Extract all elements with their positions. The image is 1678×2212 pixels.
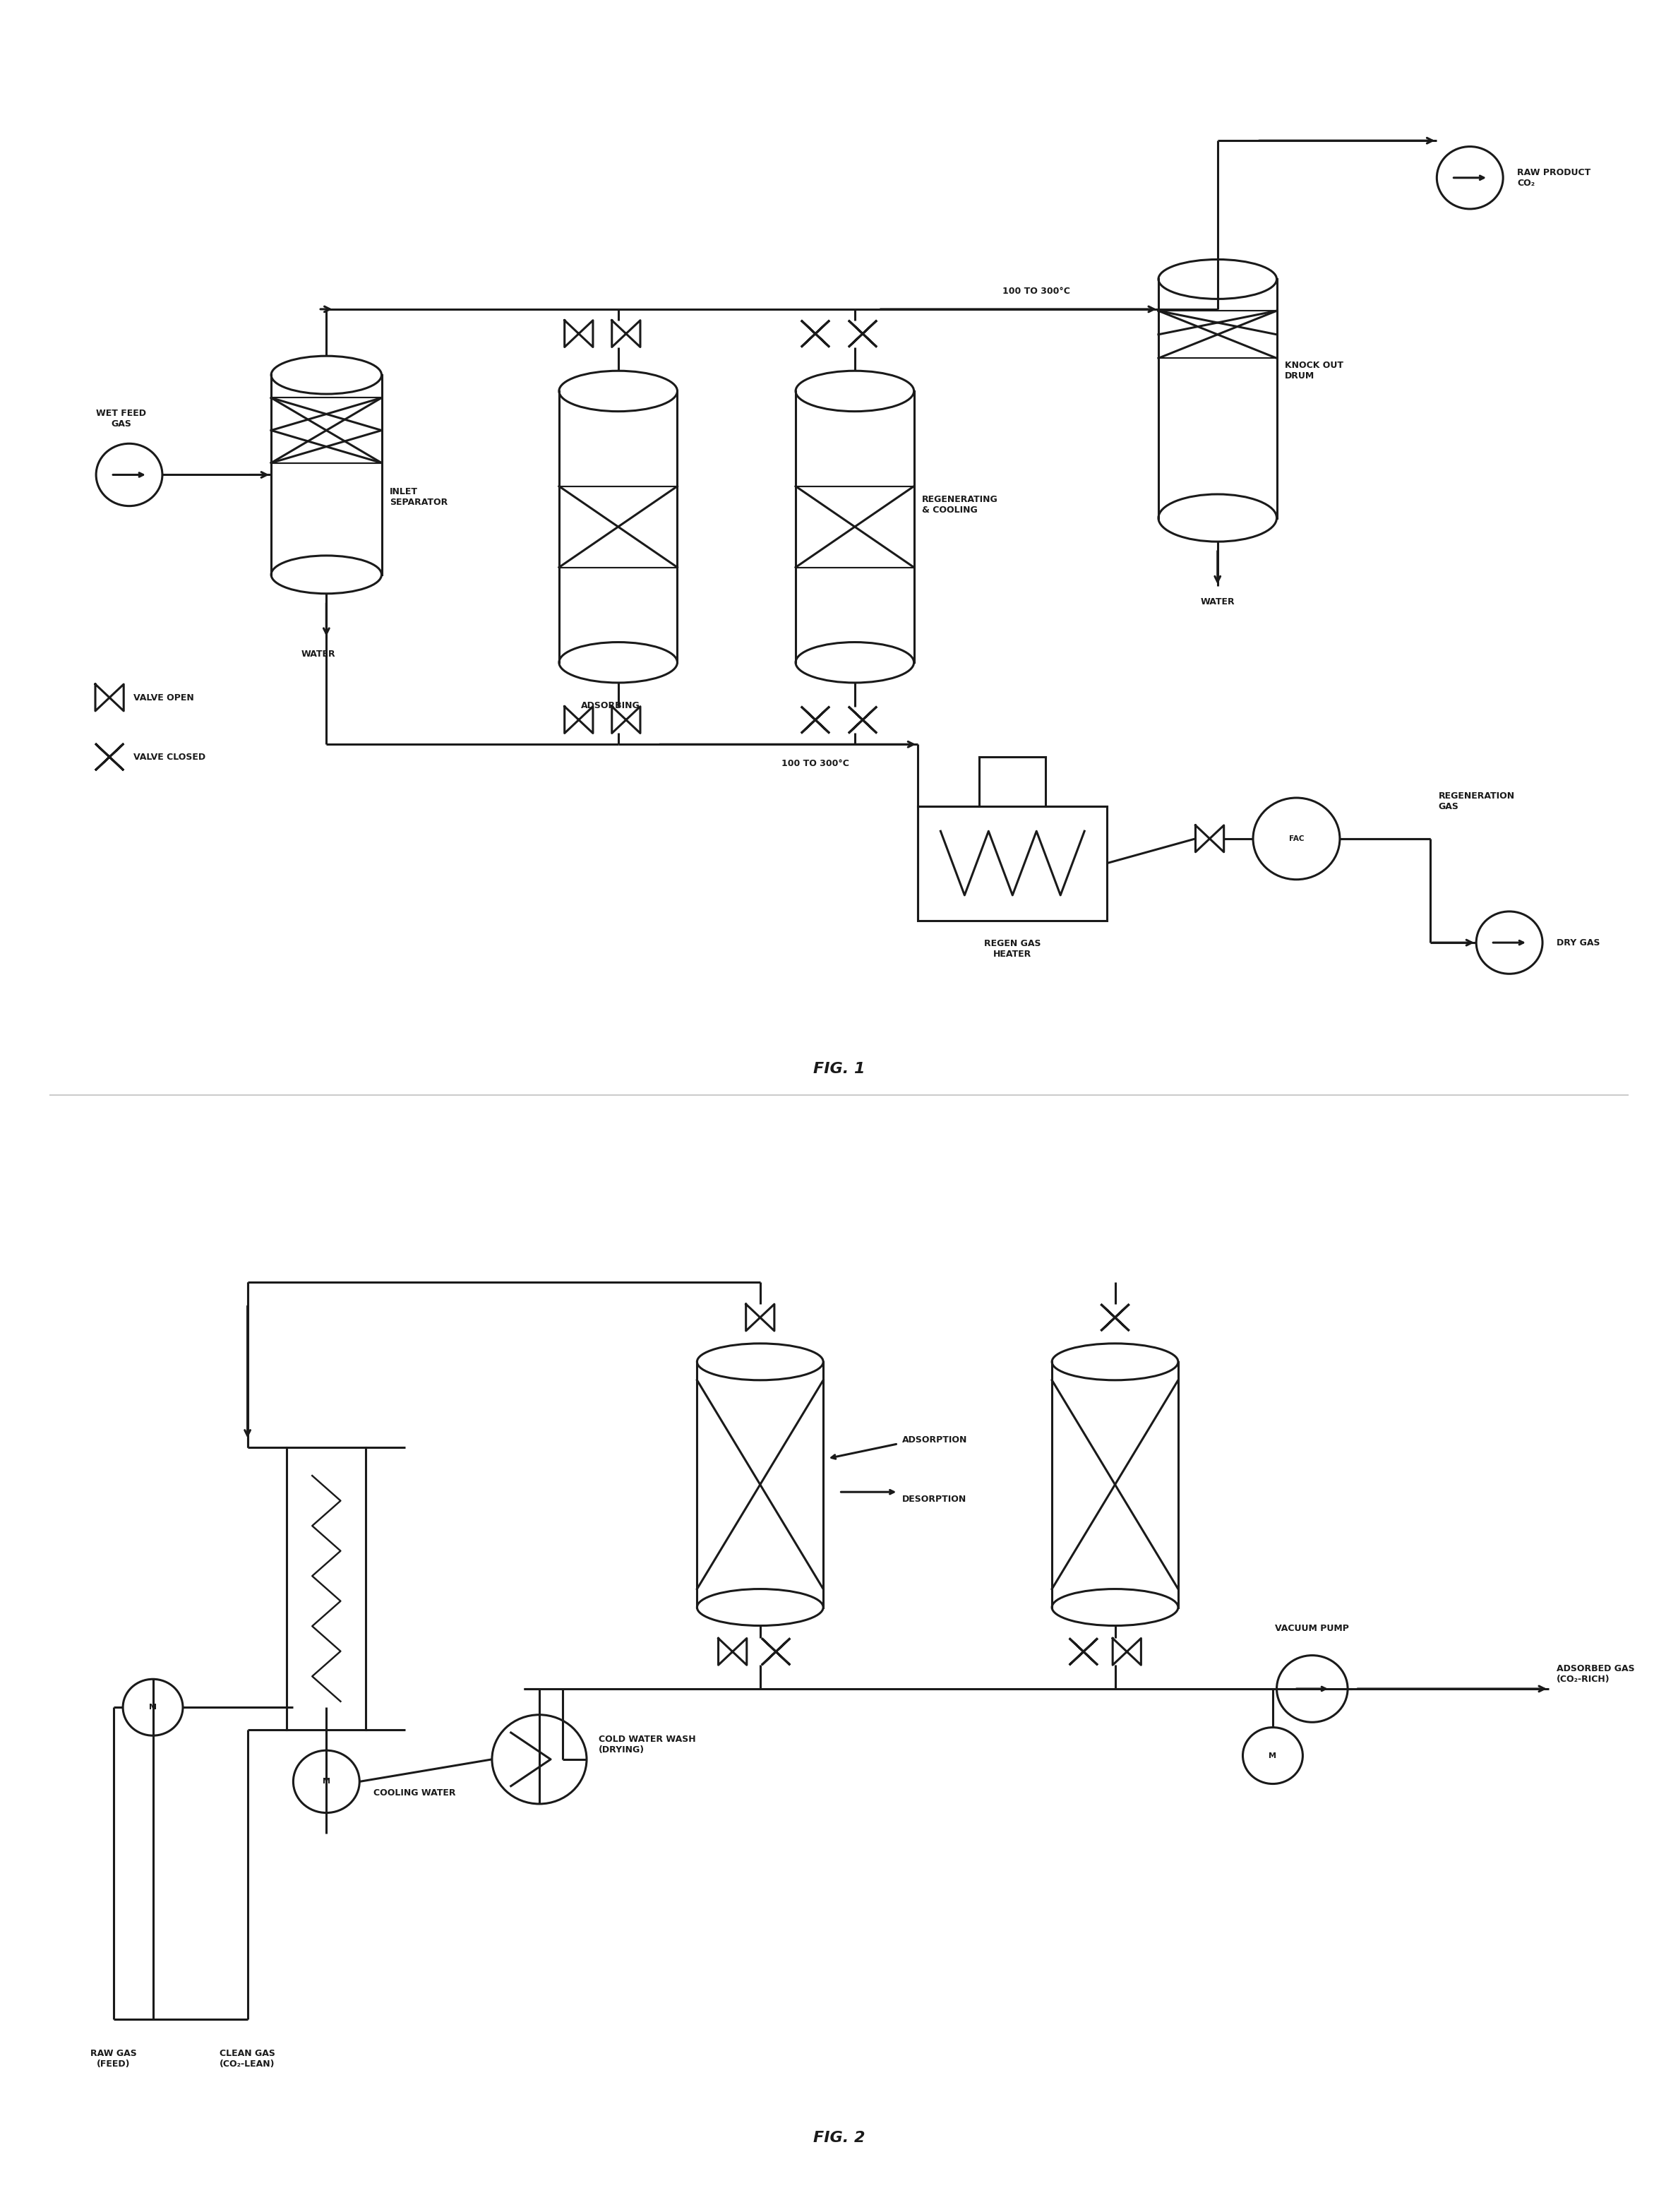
Polygon shape bbox=[800, 706, 829, 732]
Text: WATER: WATER bbox=[302, 650, 336, 659]
Text: VALVE CLOSED: VALVE CLOSED bbox=[133, 752, 205, 761]
Polygon shape bbox=[800, 321, 829, 347]
Polygon shape bbox=[800, 321, 829, 347]
Ellipse shape bbox=[696, 1588, 824, 1626]
Ellipse shape bbox=[1052, 1588, 1178, 1626]
Text: M: M bbox=[1269, 1752, 1277, 1759]
Text: COLD WATER WASH
(DRYING): COLD WATER WASH (DRYING) bbox=[599, 1734, 696, 1754]
Bar bbox=[918, 805, 1107, 920]
Polygon shape bbox=[1069, 1639, 1097, 1666]
Text: RAW PRODUCT
CO₂: RAW PRODUCT CO₂ bbox=[1517, 168, 1591, 188]
Text: ADSORPTION: ADSORPTION bbox=[903, 1436, 967, 1444]
Text: REGENERATION
GAS: REGENERATION GAS bbox=[1438, 792, 1515, 812]
Polygon shape bbox=[762, 1639, 790, 1666]
Text: ADSORBED GAS
(CO₂-RICH): ADSORBED GAS (CO₂-RICH) bbox=[1557, 1663, 1634, 1683]
Ellipse shape bbox=[272, 356, 381, 394]
Polygon shape bbox=[762, 1639, 790, 1666]
Polygon shape bbox=[1069, 1639, 1097, 1666]
Text: COOLING WATER: COOLING WATER bbox=[374, 1787, 456, 1798]
Ellipse shape bbox=[795, 641, 915, 684]
Polygon shape bbox=[96, 743, 124, 770]
Text: DRY GAS: DRY GAS bbox=[1557, 938, 1601, 947]
Ellipse shape bbox=[1158, 259, 1277, 299]
Text: REGENERATING
& COOLING: REGENERATING & COOLING bbox=[921, 495, 998, 515]
Polygon shape bbox=[1101, 1305, 1129, 1332]
Polygon shape bbox=[849, 706, 878, 732]
Text: CLEAN GAS
(CO₂-LEAN): CLEAN GAS (CO₂-LEAN) bbox=[220, 2048, 275, 2068]
Text: M: M bbox=[322, 1778, 331, 1785]
Text: 100 TO 300°C: 100 TO 300°C bbox=[1002, 288, 1071, 296]
Text: FIG. 2: FIG. 2 bbox=[814, 2130, 864, 2146]
Polygon shape bbox=[849, 321, 878, 347]
Polygon shape bbox=[96, 743, 124, 770]
Ellipse shape bbox=[1158, 493, 1277, 542]
Text: KNOCK OUT
DRUM: KNOCK OUT DRUM bbox=[1285, 361, 1342, 380]
Text: VACUUM PUMP: VACUUM PUMP bbox=[1275, 1624, 1349, 1632]
Polygon shape bbox=[800, 706, 829, 732]
Polygon shape bbox=[849, 706, 878, 732]
Text: INLET
SEPARATOR: INLET SEPARATOR bbox=[389, 487, 448, 507]
Polygon shape bbox=[849, 321, 878, 347]
Ellipse shape bbox=[696, 1343, 824, 1380]
Text: WET FEED
GAS: WET FEED GAS bbox=[96, 409, 146, 429]
Ellipse shape bbox=[559, 372, 678, 411]
Text: WATER: WATER bbox=[1200, 597, 1235, 606]
Text: 100 TO 300°C: 100 TO 300°C bbox=[782, 759, 849, 768]
Text: RAW GAS
(FEED): RAW GAS (FEED) bbox=[91, 2048, 136, 2068]
Polygon shape bbox=[1101, 1305, 1129, 1332]
Text: VALVE OPEN: VALVE OPEN bbox=[133, 692, 193, 701]
Ellipse shape bbox=[559, 641, 678, 684]
Text: M: M bbox=[149, 1703, 156, 1710]
Text: DESORPTION: DESORPTION bbox=[903, 1495, 967, 1504]
Text: REGEN GAS
HEATER: REGEN GAS HEATER bbox=[983, 938, 1040, 958]
Ellipse shape bbox=[272, 555, 381, 593]
Ellipse shape bbox=[1052, 1343, 1178, 1380]
Ellipse shape bbox=[795, 372, 915, 411]
Text: ADSORBING: ADSORBING bbox=[581, 701, 639, 710]
Text: FIG. 1: FIG. 1 bbox=[814, 1062, 864, 1075]
Text: FAC: FAC bbox=[1289, 836, 1304, 843]
